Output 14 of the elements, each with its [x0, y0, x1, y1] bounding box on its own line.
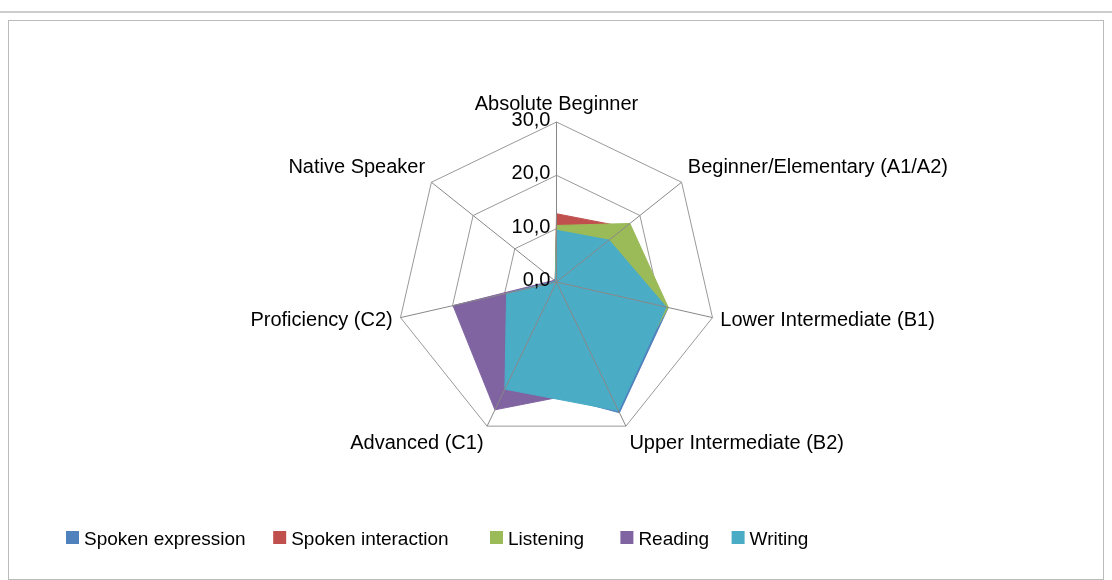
spoke-label: Upper Intermediate (B2): [629, 431, 844, 454]
y-tick-label: 0,0: [522, 268, 551, 290]
legend-label: Spoken interaction: [291, 528, 449, 549]
spoke-label: Advanced (C1): [350, 431, 484, 454]
spoke-label: Native Speaker: [288, 155, 426, 178]
y-tick-label: 10,0: [511, 214, 551, 237]
legend-label: Spoken expression: [84, 528, 246, 549]
legend-label: Reading: [638, 528, 710, 549]
legend-label: Listening: [508, 528, 585, 549]
spoke-label: Proficiency (C2): [250, 308, 393, 331]
legend-label: Writing: [749, 528, 809, 549]
spoke-label: Lower Intermediate (B1): [720, 308, 935, 331]
y-tick-label: 20,0: [511, 161, 551, 184]
spoke-label: Beginner/Elementary (A1/A2): [687, 155, 948, 178]
